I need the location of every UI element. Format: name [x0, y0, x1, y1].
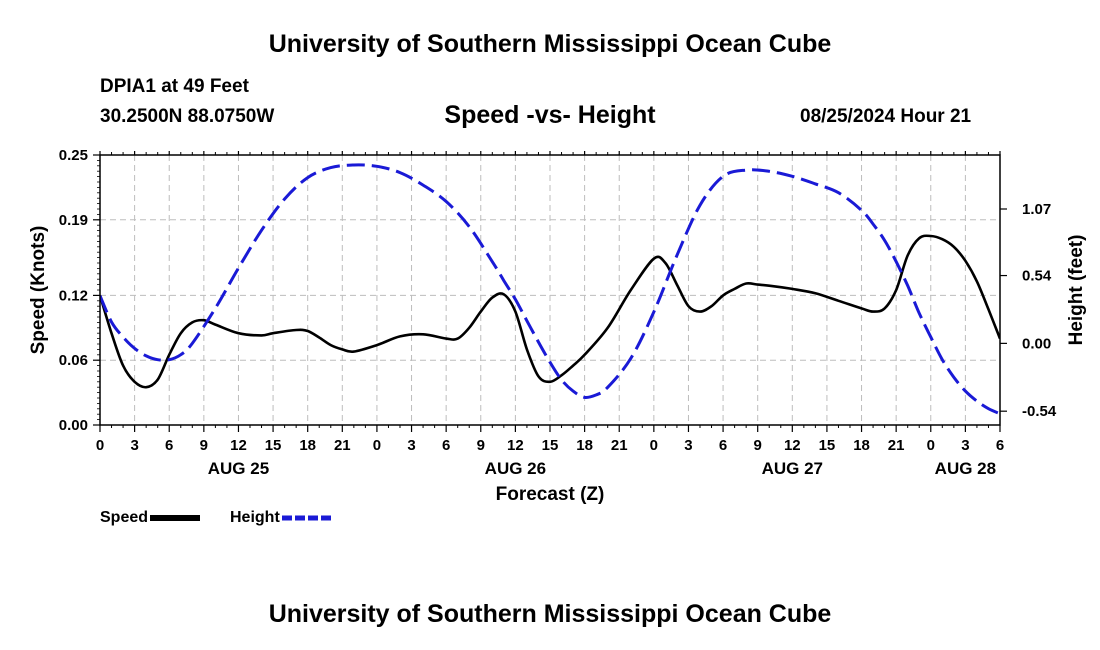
x-tick-label: 0: [927, 437, 935, 454]
x-tick-label: 12: [784, 437, 801, 454]
x-tick-label: 15: [819, 437, 836, 454]
day-label: AUG 26: [485, 459, 546, 478]
day-label: AUG 28: [935, 459, 996, 478]
x-tick-label: 3: [407, 437, 415, 454]
x-tick-label: 18: [299, 437, 316, 454]
legend-swatch-height: [281, 515, 332, 521]
x-tick-label: 3: [130, 437, 138, 454]
x-tick-label: 15: [265, 437, 282, 454]
legend-label-height: Height: [230, 509, 280, 526]
station-label: DPIA1 at 49 Feet: [100, 76, 249, 97]
forecast-datetime: 08/25/2024 Hour 21: [800, 106, 972, 127]
x-tick-label: 18: [576, 437, 593, 454]
x-tick-label: 9: [200, 437, 208, 454]
x-tick-label: 21: [334, 437, 351, 454]
x-axis-label: Forecast (Z): [496, 484, 605, 505]
y-left-tick-label: 0.06: [59, 352, 88, 369]
day-label: AUG 27: [762, 459, 823, 478]
x-tick-label: 21: [611, 437, 628, 454]
legend-swatch-speed: [150, 515, 201, 521]
y-left-tick-label: 0.00: [59, 417, 88, 434]
coordinates-label: 30.2500N 88.0750W: [100, 106, 275, 127]
grid: [100, 155, 1000, 425]
x-tick-label: 6: [442, 437, 450, 454]
x-tick-label: 12: [507, 437, 524, 454]
y-left-tick-label: 0.12: [59, 287, 88, 304]
legend-item-height: Height: [230, 509, 334, 527]
right-y-axis-label: Height (feet): [1066, 235, 1087, 346]
y-left-tick-label: 0.25: [59, 147, 88, 164]
y-right-tick-label: -0.54: [1022, 403, 1057, 420]
left-y-axis-label: Speed (Knots): [28, 226, 49, 355]
series-line-height: [100, 163, 1000, 416]
y-right-tick-label: 0.54: [1022, 268, 1052, 285]
x-tick-label: 3: [961, 437, 969, 454]
series-line-speed: [100, 234, 1000, 389]
x-tick-label: 0: [96, 437, 104, 454]
x-tick-label: 21: [888, 437, 905, 454]
footer-title: University of Southern Mississippi Ocean…: [268, 600, 832, 628]
y-left-tick-label: 0.19: [59, 212, 88, 229]
x-tick-label: 0: [650, 437, 658, 454]
legend-label-speed: Speed: [100, 509, 149, 526]
x-tick-label: 9: [754, 437, 762, 454]
series-layer: [100, 163, 1000, 416]
y-right-tick-label: 0.00: [1022, 335, 1051, 352]
x-tick-label: 3: [684, 437, 692, 454]
x-tick-label: 6: [719, 437, 727, 454]
x-tick-label: 9: [477, 437, 485, 454]
chart-title: Speed -vs- Height: [444, 101, 656, 129]
page-title: University of Southern Mississippi Ocean…: [268, 30, 832, 58]
y-right-tick-label: 1.07: [1022, 201, 1051, 218]
legend-item-speed: Speed: [100, 509, 202, 527]
axes: 0 3 6 9 12 15 18 21 0 3 6 9 12 15 18 21 0 3 6 9 12 15 18 21 0 3 6A…: [59, 147, 1057, 478]
x-tick-label: 15: [542, 437, 559, 454]
x-tick-label: 18: [853, 437, 870, 454]
x-tick-label: 6: [165, 437, 173, 454]
x-tick-label: 0: [373, 437, 381, 454]
day-label: AUG 25: [208, 459, 269, 478]
x-tick-label: 6: [996, 437, 1004, 454]
x-tick-label: 12: [230, 437, 247, 454]
